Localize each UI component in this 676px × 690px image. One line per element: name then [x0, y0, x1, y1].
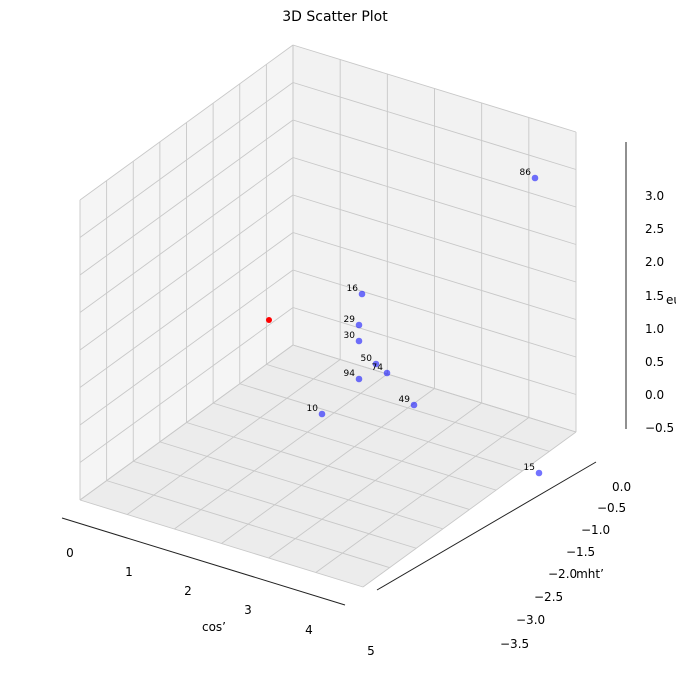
- data-point-label: 15: [524, 463, 535, 473]
- y-axis-label: mht’: [576, 567, 604, 581]
- y-tick-label: −3.0: [516, 613, 545, 627]
- y-tick-label: −0.5: [597, 501, 626, 515]
- grid-line-z-back: [292, 157, 577, 245]
- chart-title: 3D Scatter Plot: [282, 9, 388, 25]
- data-point: [410, 401, 418, 409]
- x-tick-label: 2: [184, 584, 192, 598]
- y-tick-label: 0.0: [612, 480, 631, 494]
- grid-line-y-floor: [133, 460, 417, 549]
- z-tick-label: −0.5: [645, 421, 674, 435]
- grid-line-y-floor: [106, 480, 390, 569]
- grid-line-z-left: [79, 157, 294, 313]
- data-point: [355, 337, 363, 345]
- grid-line-z-back: [292, 194, 577, 283]
- data-point-label: 49: [399, 395, 411, 405]
- data-point: [531, 174, 539, 182]
- x-axis-label: cos’: [202, 620, 226, 634]
- grid-line-z-left: [79, 344, 294, 501]
- grid-line-z-left: [79, 307, 294, 463]
- grid-lines: [79, 44, 577, 588]
- data-point: [355, 375, 363, 383]
- axes-lines: [61, 142, 627, 606]
- grid-line-z-back: [292, 44, 577, 133]
- grid-line-y-floor: [266, 363, 550, 452]
- x-tick-label: 3: [244, 603, 252, 617]
- x-tick-label: 5: [367, 644, 375, 658]
- grid-line-y-floor: [159, 441, 444, 530]
- grid-line-z-back: [292, 119, 577, 208]
- data-point: [355, 321, 363, 329]
- z-tick-label: 0.0: [645, 388, 664, 402]
- data-point-label: 50: [361, 354, 373, 364]
- z-tick-label: 2.0: [645, 255, 664, 269]
- data-point-label: 10: [307, 404, 319, 414]
- grid-line-z-left: [79, 194, 294, 351]
- y-tick-label: −2.5: [534, 590, 563, 604]
- y-tick-label: −1.0: [581, 523, 610, 537]
- grid-line-y-floor: [212, 402, 497, 491]
- grid-line-z-left: [79, 119, 294, 276]
- x-tick-label: 0: [66, 546, 74, 560]
- grid-line-z-left: [79, 82, 294, 238]
- data-point-label: 86: [520, 168, 532, 178]
- grid-line-z-back: [292, 232, 577, 320]
- y-tick-label: −1.5: [566, 545, 595, 559]
- grid-line-y-floor: [186, 422, 470, 510]
- data-point: [318, 410, 326, 418]
- data-point: [266, 317, 272, 323]
- x-axis-line: [61, 517, 346, 606]
- data-point-label: 16: [347, 284, 359, 294]
- data-point-label: 74: [372, 363, 384, 373]
- grid-line-y-floor: [239, 383, 523, 472]
- z-tick-label: 3.0: [645, 189, 664, 203]
- grid-line-z-back: [292, 82, 577, 170]
- grid-line-z-back: [292, 307, 577, 395]
- grid-line-z-left: [79, 44, 294, 201]
- y-tick-label: −3.5: [500, 637, 529, 651]
- grid-line-z-left: [79, 232, 294, 388]
- grid-line-z-back: [292, 269, 577, 358]
- z-axis-label: eu: [666, 293, 676, 307]
- z-tick-label: 1.5: [645, 289, 664, 303]
- tick-labels: 0 1 2 3 4 5 0.0 −0.5 −1.0 −1.5 −2.0 −2.5 −3.0 −3.5 3.0…: [66, 189, 674, 658]
- grid-line-z-left: [79, 269, 294, 426]
- data-point: [383, 369, 391, 377]
- y-axis-line: [376, 461, 597, 591]
- data-point: [535, 469, 543, 477]
- data-point: [372, 360, 380, 368]
- grid-line-y-floor: [79, 499, 364, 588]
- x-tick-label: 1: [125, 565, 133, 579]
- grid-line-z-back: [292, 344, 577, 433]
- data-point-label: 94: [344, 369, 356, 379]
- z-tick-label: 1.0: [645, 322, 664, 336]
- data-point: [358, 290, 366, 298]
- data-point-label: 29: [344, 315, 356, 325]
- z-tick-label: 2.5: [645, 222, 664, 236]
- x-tick-label: 4: [305, 623, 313, 637]
- axes-panes: [80, 45, 576, 587]
- data-point-label: 30: [344, 331, 356, 341]
- y-tick-label: −2.0: [548, 567, 577, 581]
- z-tick-label: 0.5: [645, 355, 664, 369]
